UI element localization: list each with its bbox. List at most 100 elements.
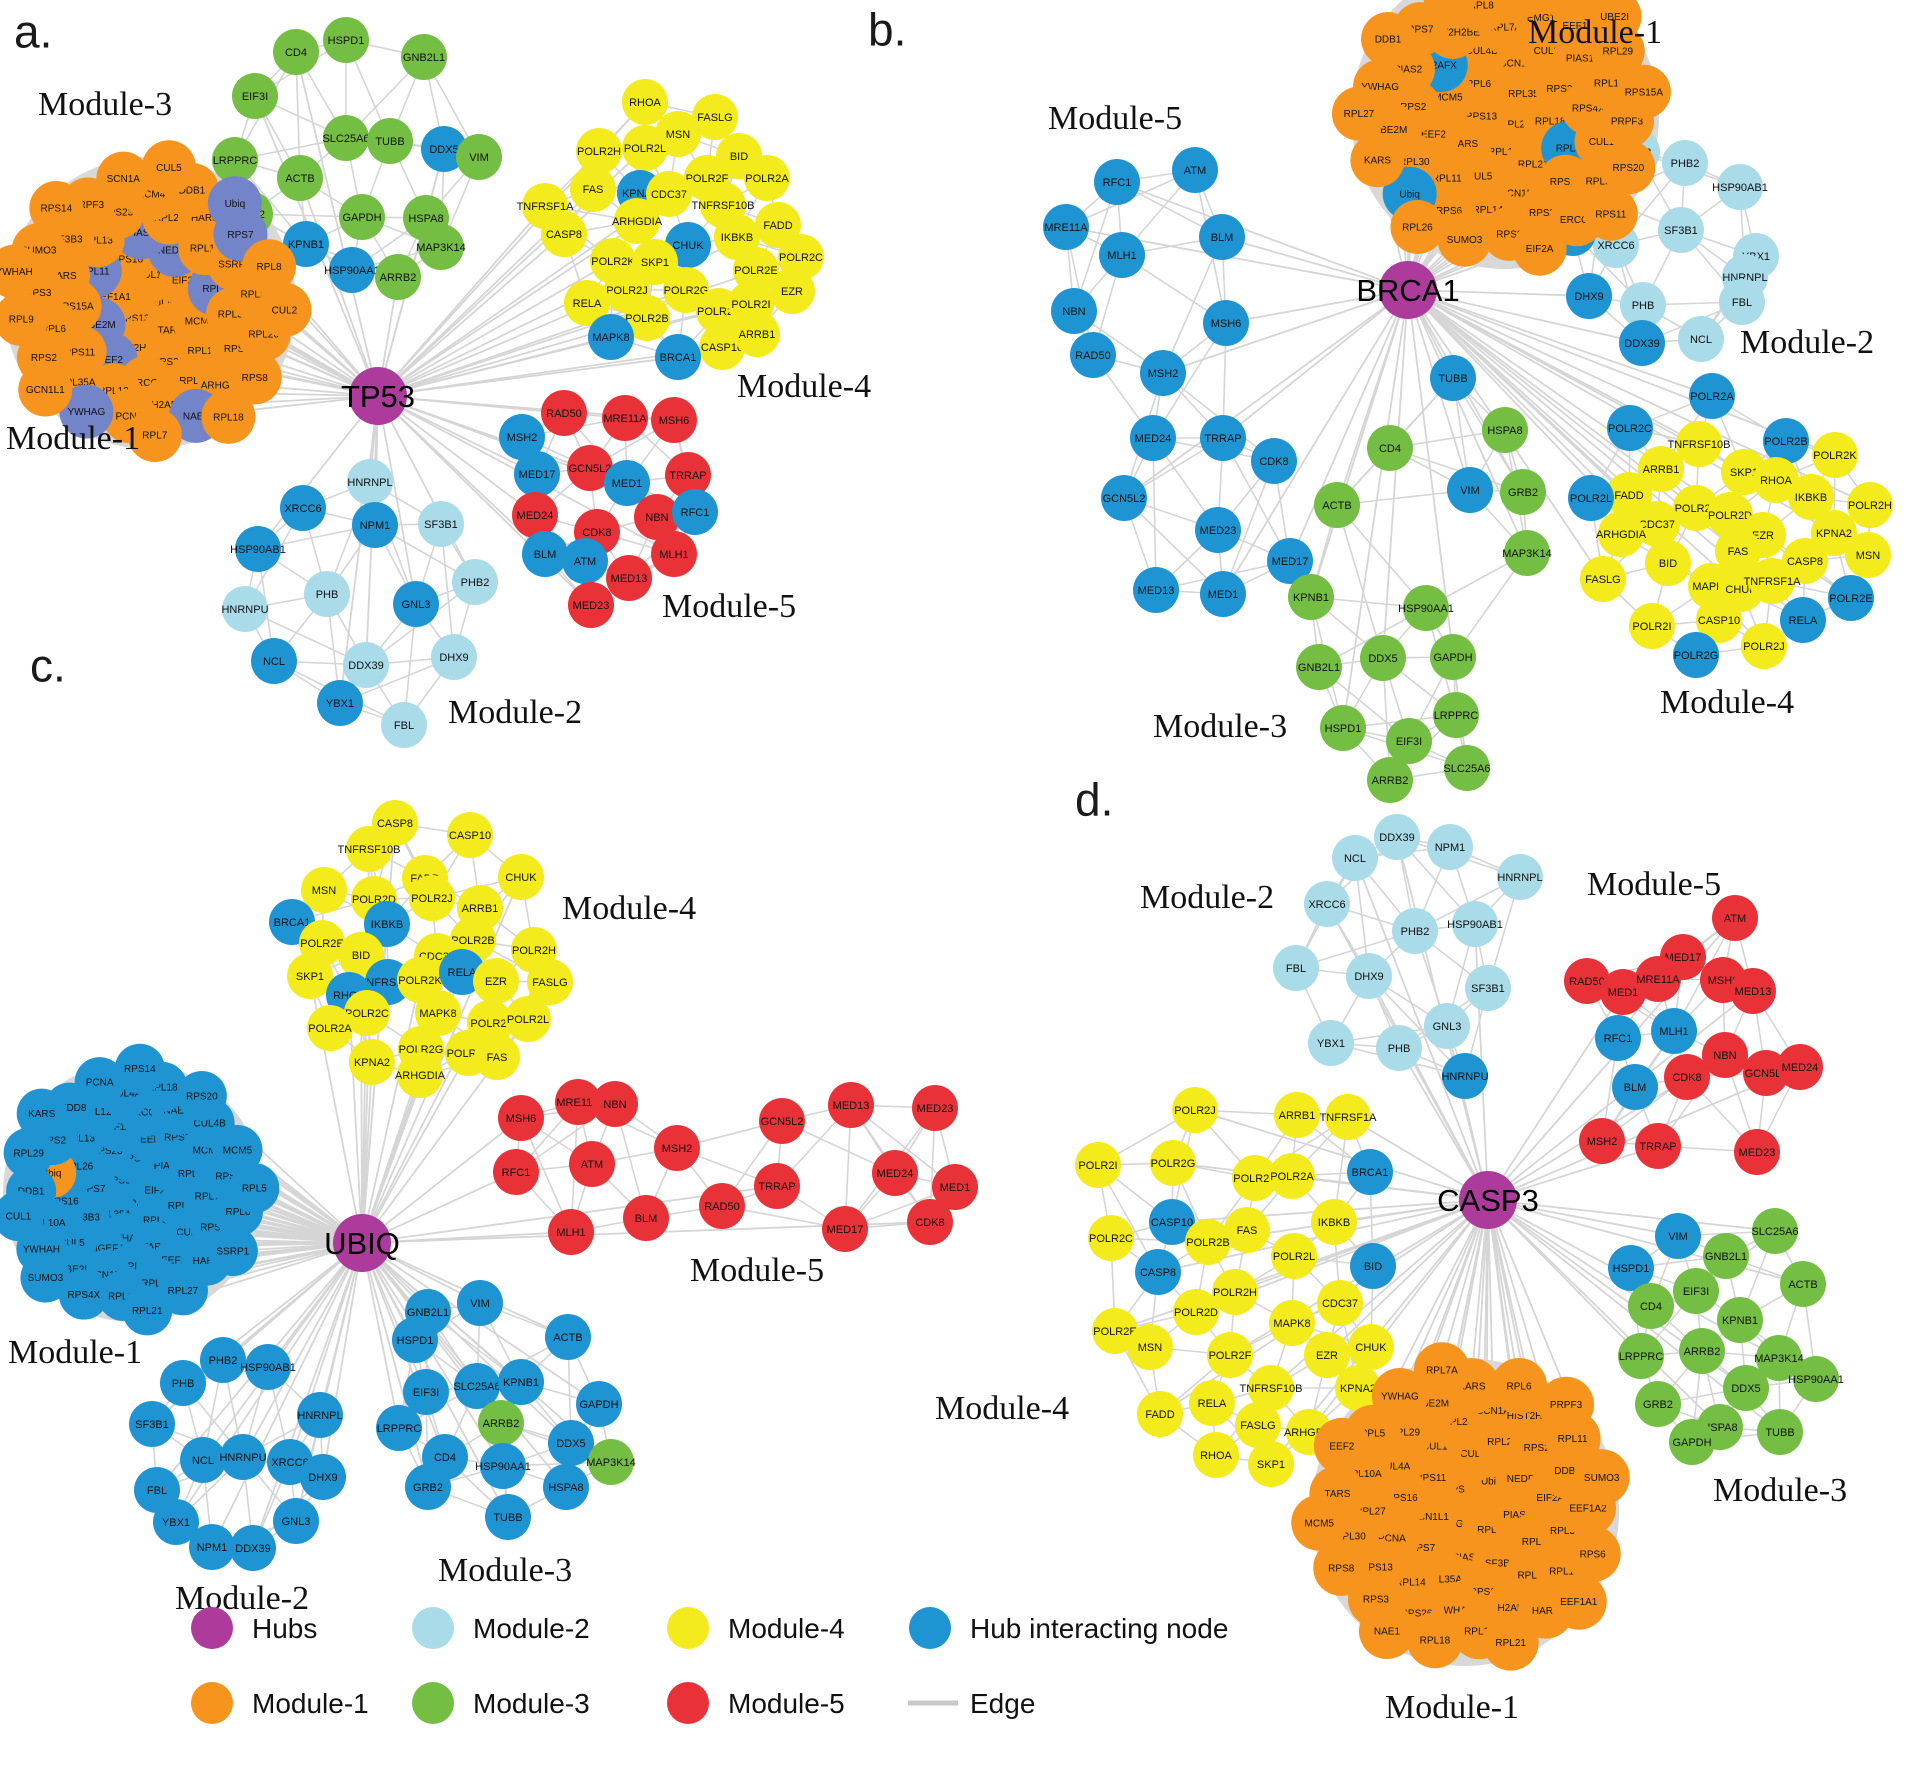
- hub-edge: [1487, 1199, 1520, 1387]
- node-circle-MED13: [1730, 968, 1776, 1014]
- node-circle-NCL: [180, 1437, 226, 1483]
- node-d-MAP3K14: MAP3K14: [1754, 1335, 1804, 1381]
- node-a-MED23: MED23: [568, 582, 614, 628]
- node-label-RFC1: RFC1: [502, 1167, 531, 1179]
- node-label-ARRB1: ARRB1: [1279, 1110, 1316, 1122]
- node-label-NPM1: NPM1: [197, 1542, 228, 1554]
- node-a-SCN1A: SCN1A: [96, 151, 151, 206]
- node-label-UL1: UL1: [143, 270, 162, 281]
- node-a-SKP1: SKP1: [632, 239, 678, 285]
- hub-edge: [377, 395, 538, 475]
- node-circle-NCL: [1678, 316, 1724, 362]
- node-b-SF3B1: SF3B1: [1658, 207, 1704, 253]
- hub-edge: [1342, 289, 1409, 729]
- node-label-BRCA1: BRCA1: [274, 917, 311, 929]
- module-label-c-3: Module-2: [175, 1580, 309, 1617]
- node-circle-NBN: [1702, 1032, 1748, 1078]
- node-b-RPS15A: RPS15A: [1616, 64, 1671, 119]
- node-a-DHX9: DHX9: [431, 634, 477, 680]
- node-label-CD4: CD4: [285, 47, 307, 59]
- node-circle-LRPPRC: [212, 137, 258, 183]
- node-label-FADD: FADD: [1614, 490, 1643, 502]
- node-d-FADD: FADD: [1137, 1391, 1183, 1437]
- node-label-MLH1: MLH1: [659, 549, 688, 561]
- node-label-RPS16: RPS16: [1386, 1493, 1418, 1504]
- hub-edge: [361, 1242, 572, 1444]
- node-d-ARRB1: ARRB1: [1274, 1092, 1320, 1138]
- node-c-HSP90AB1: HSP90AB1: [240, 1344, 296, 1390]
- node-label-RPS20: RPS20: [1612, 163, 1644, 174]
- node-label-POLR2J: POLR2J: [606, 285, 648, 297]
- node-circle-RFC1: [493, 1149, 539, 1195]
- node-label-ACTB: ACTB: [553, 1332, 582, 1344]
- node-label-NBN: NBN: [1062, 306, 1085, 318]
- node-d-ATM: ATM: [1712, 895, 1758, 941]
- node-b-POLR2E: POLR2E: [1828, 575, 1874, 621]
- node-label-BLM: BLM: [635, 1213, 658, 1225]
- node-label-RPS14: RPS14: [40, 203, 72, 214]
- node-circle-TNFRSF1A: [1749, 558, 1795, 604]
- node-d-SLC25A6: SLC25A6: [1751, 1208, 1799, 1254]
- node-b-VIM: VIM: [1447, 467, 1493, 513]
- node-circle-PRPF3: [1538, 1376, 1595, 1433]
- node-d-NBN: NBN: [1702, 1032, 1748, 1078]
- node-label-POLR2I: POLR2I: [1078, 1160, 1117, 1172]
- node-label-KARS: KARS: [1458, 1382, 1486, 1393]
- node-label-EIF3I: EIF3I: [242, 91, 268, 103]
- hub-edge: [1162, 289, 1409, 374]
- hub-label: TP53: [341, 379, 415, 414]
- node-circle-RPS6: [1564, 1525, 1621, 1582]
- node-c-SSRP1: SSRP1: [207, 1226, 258, 1277]
- node-circle-RPS4X: [58, 1269, 109, 1320]
- node-label-RPL12: RPL12: [1549, 1566, 1580, 1577]
- node-d-DHX9: DHX9: [1346, 953, 1392, 999]
- node-circle-RPL29: [3, 1127, 54, 1178]
- legend-label: Module-1: [252, 1688, 369, 1719]
- node-circle-MED1: [1200, 571, 1246, 617]
- node-circle-HNRNPU: [1442, 1053, 1488, 1099]
- module-label-d-4: Module-1: [1385, 1689, 1519, 1726]
- node-a-FASLG: FASLG: [692, 94, 738, 140]
- node-circle-RPL10A: [1542, 0, 1596, 22]
- node-circle-HNRNPU: [222, 586, 268, 632]
- node-label-POLR2F: POLR2F: [1675, 503, 1718, 515]
- node-label-NAE1: NAE1: [183, 411, 210, 422]
- node-label-RPL5: RPL5: [242, 1184, 267, 1195]
- node-circle-ARHGDIA: [1598, 511, 1644, 557]
- node-label-MSH2: MSH2: [507, 432, 538, 444]
- node-c-RAD50: RAD50: [699, 1183, 745, 1229]
- node-d-PRPF3: PRPF3: [1538, 1376, 1595, 1433]
- node-b-POLR2C: POLR2C: [1607, 405, 1653, 451]
- node-circle-PHB2: [452, 559, 498, 605]
- node-label-RPL7A: RPL7A: [195, 1191, 227, 1202]
- node-label-RPL6: RPL6: [1507, 1381, 1532, 1392]
- node-label-HNRNPL: HNRNPL: [1497, 872, 1542, 884]
- node-circle-GNL3: [273, 1498, 319, 1544]
- node-c-KPNA2: KPNA2: [349, 1039, 395, 1085]
- node-circle-RPS15A: [1616, 64, 1671, 119]
- node-circle-MED24: [1777, 1044, 1823, 1090]
- node-label-CUL2: CUL2: [272, 305, 298, 316]
- node-circle-RFC1: [672, 489, 718, 535]
- node-d-SKP1: SKP1: [1248, 1441, 1294, 1487]
- node-label-RPL18: RPL18: [147, 1082, 178, 1093]
- node-d-EIF3I: EIF3I: [1673, 1268, 1719, 1314]
- node-label-RPL26: RPL26: [63, 1161, 94, 1172]
- hub-circle: [333, 1214, 391, 1272]
- node-label-GRB2: GRB2: [1508, 487, 1538, 499]
- node-circle-BID: [1645, 540, 1691, 586]
- hub-edge: [1407, 289, 1528, 554]
- node-label-POLR2J: POLR2J: [411, 893, 453, 905]
- node-b-CDC37: CDC37: [1634, 501, 1680, 547]
- node-circle-PHB: [1376, 1025, 1422, 1071]
- node-circle-NAE1: [1358, 1603, 1415, 1660]
- node-circle-POLR2A: [307, 1005, 353, 1051]
- node-label-RPS7: RPS7: [1407, 25, 1434, 36]
- node-d-MSN: MSN: [1127, 1324, 1173, 1370]
- node-label-HARS: HARS: [191, 213, 219, 224]
- node-label-NEDD8: NEDD8: [158, 245, 192, 256]
- node-label-CUL5: CUL5: [1467, 171, 1493, 182]
- node-circle-CASP8: [541, 211, 587, 257]
- node-c-MED13: MED13: [828, 1082, 874, 1128]
- node-label-MED1: MED1: [1208, 589, 1239, 601]
